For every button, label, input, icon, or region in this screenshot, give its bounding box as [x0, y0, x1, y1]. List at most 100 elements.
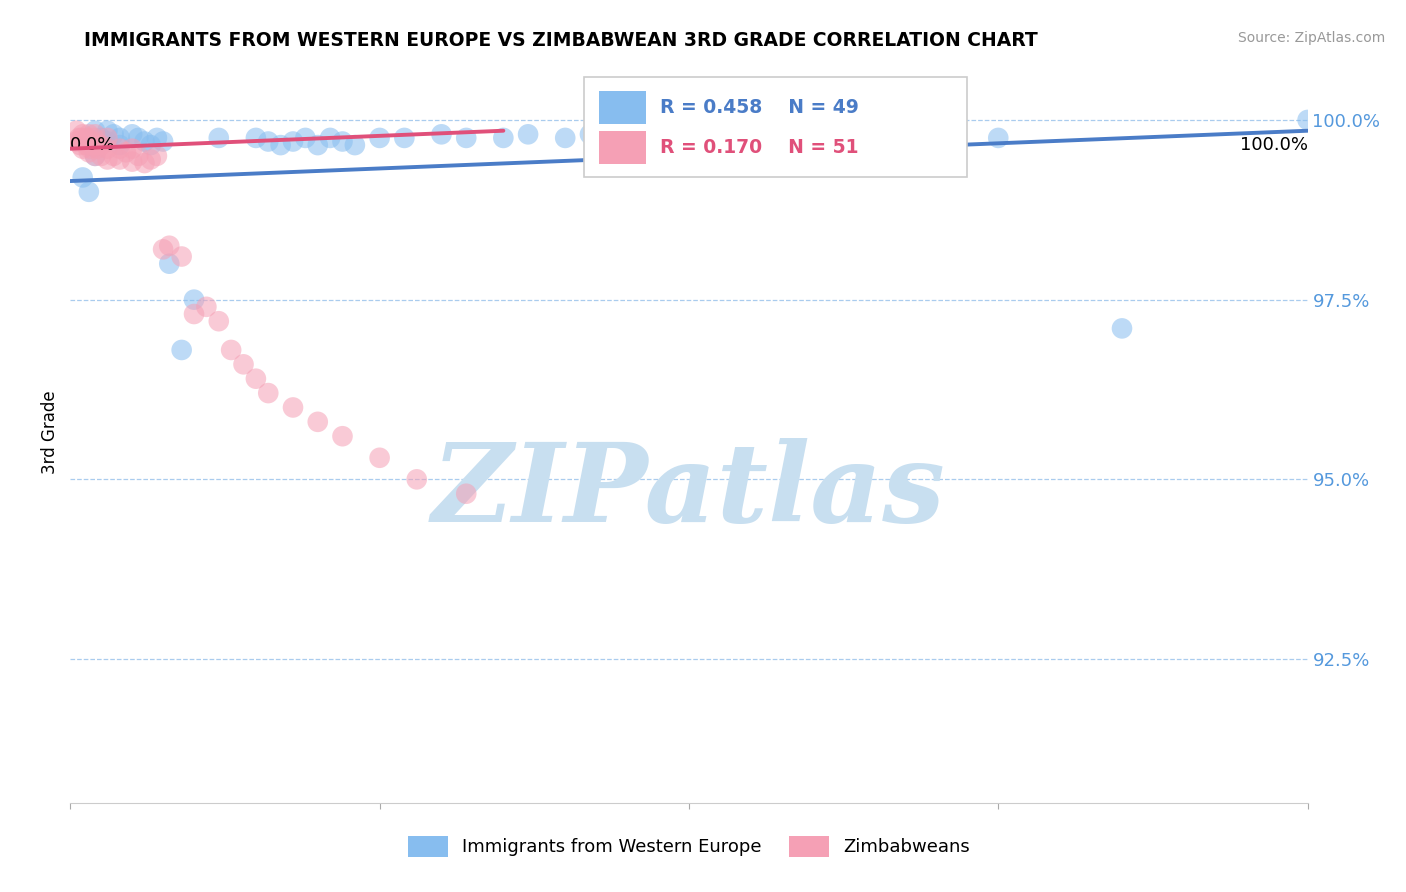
Point	[232, 357, 254, 371]
Point	[127, 149, 149, 163]
Point	[84, 149, 107, 163]
Point	[678, 128, 700, 142]
Text: 0.0%: 0.0%	[70, 136, 115, 154]
Point	[96, 142, 118, 156]
Point	[740, 128, 762, 142]
Point	[405, 472, 427, 486]
Point	[245, 372, 267, 386]
Point	[82, 135, 104, 149]
Point	[307, 415, 329, 429]
Point	[776, 131, 799, 145]
Point	[157, 257, 180, 271]
Point	[65, 124, 87, 138]
Point	[96, 135, 118, 149]
Point	[72, 170, 94, 185]
Point	[90, 131, 112, 145]
Point	[343, 138, 366, 153]
Point	[183, 307, 205, 321]
Point	[208, 314, 231, 328]
Point	[134, 156, 156, 170]
Point	[146, 131, 169, 145]
Point	[77, 128, 100, 142]
Point	[152, 243, 174, 257]
Point	[456, 486, 478, 500]
Text: R = 0.170    N = 51: R = 0.170 N = 51	[661, 138, 859, 157]
Point	[152, 135, 174, 149]
Point	[801, 131, 824, 145]
Point	[77, 145, 100, 160]
Point	[281, 401, 304, 415]
Point	[96, 153, 118, 167]
Point	[69, 138, 91, 153]
Point	[79, 142, 101, 156]
Point	[170, 343, 193, 357]
Point	[108, 153, 131, 167]
Point	[517, 128, 540, 142]
Point	[121, 154, 143, 169]
Point	[616, 131, 638, 145]
Point	[183, 293, 205, 307]
Point	[307, 138, 329, 153]
Point	[108, 138, 131, 153]
Point	[987, 131, 1010, 145]
Point	[75, 138, 97, 153]
Point	[319, 131, 342, 145]
Point	[108, 142, 131, 156]
Point	[80, 138, 103, 153]
Point	[368, 131, 391, 145]
Point	[219, 343, 242, 357]
Point	[925, 131, 948, 145]
Point	[67, 131, 90, 145]
Y-axis label: 3rd Grade: 3rd Grade	[41, 391, 59, 475]
Point	[121, 142, 143, 156]
FancyBboxPatch shape	[583, 78, 967, 178]
Point	[134, 135, 156, 149]
Point	[703, 131, 725, 145]
Point	[208, 131, 231, 145]
Bar	[599, 131, 645, 164]
Point	[863, 128, 886, 142]
Point	[368, 450, 391, 465]
Point	[96, 131, 118, 145]
Legend: Immigrants from Western Europe, Zimbabweans: Immigrants from Western Europe, Zimbabwe…	[401, 829, 977, 864]
Point	[554, 131, 576, 145]
Point	[103, 128, 125, 142]
Point	[146, 149, 169, 163]
Point	[72, 128, 94, 142]
Point	[87, 138, 110, 153]
Text: 100.0%: 100.0%	[1240, 136, 1308, 154]
Point	[77, 185, 100, 199]
Point	[1111, 321, 1133, 335]
Point	[76, 131, 98, 145]
Point	[195, 300, 218, 314]
Point	[652, 131, 675, 145]
Point	[1296, 112, 1319, 127]
Point	[84, 128, 107, 142]
Point	[121, 128, 143, 142]
Point	[579, 128, 602, 142]
Text: R = 0.458    N = 49: R = 0.458 N = 49	[661, 98, 859, 117]
Point	[70, 131, 93, 145]
Point	[108, 131, 131, 145]
Point	[65, 135, 87, 149]
Point	[332, 429, 354, 443]
Point	[294, 131, 316, 145]
Point	[86, 142, 108, 156]
Point	[96, 124, 118, 138]
Point	[90, 138, 112, 153]
Point	[103, 149, 125, 163]
Point	[270, 138, 292, 153]
Point	[245, 131, 267, 145]
Point	[430, 128, 453, 142]
Point	[492, 131, 515, 145]
Point	[157, 238, 180, 252]
Point	[332, 135, 354, 149]
Point	[257, 135, 280, 149]
Point	[394, 131, 416, 145]
Point	[456, 131, 478, 145]
Point	[127, 131, 149, 145]
Point	[170, 250, 193, 264]
Point	[84, 124, 107, 138]
Point	[139, 153, 162, 167]
Text: Source: ZipAtlas.com: Source: ZipAtlas.com	[1237, 31, 1385, 45]
